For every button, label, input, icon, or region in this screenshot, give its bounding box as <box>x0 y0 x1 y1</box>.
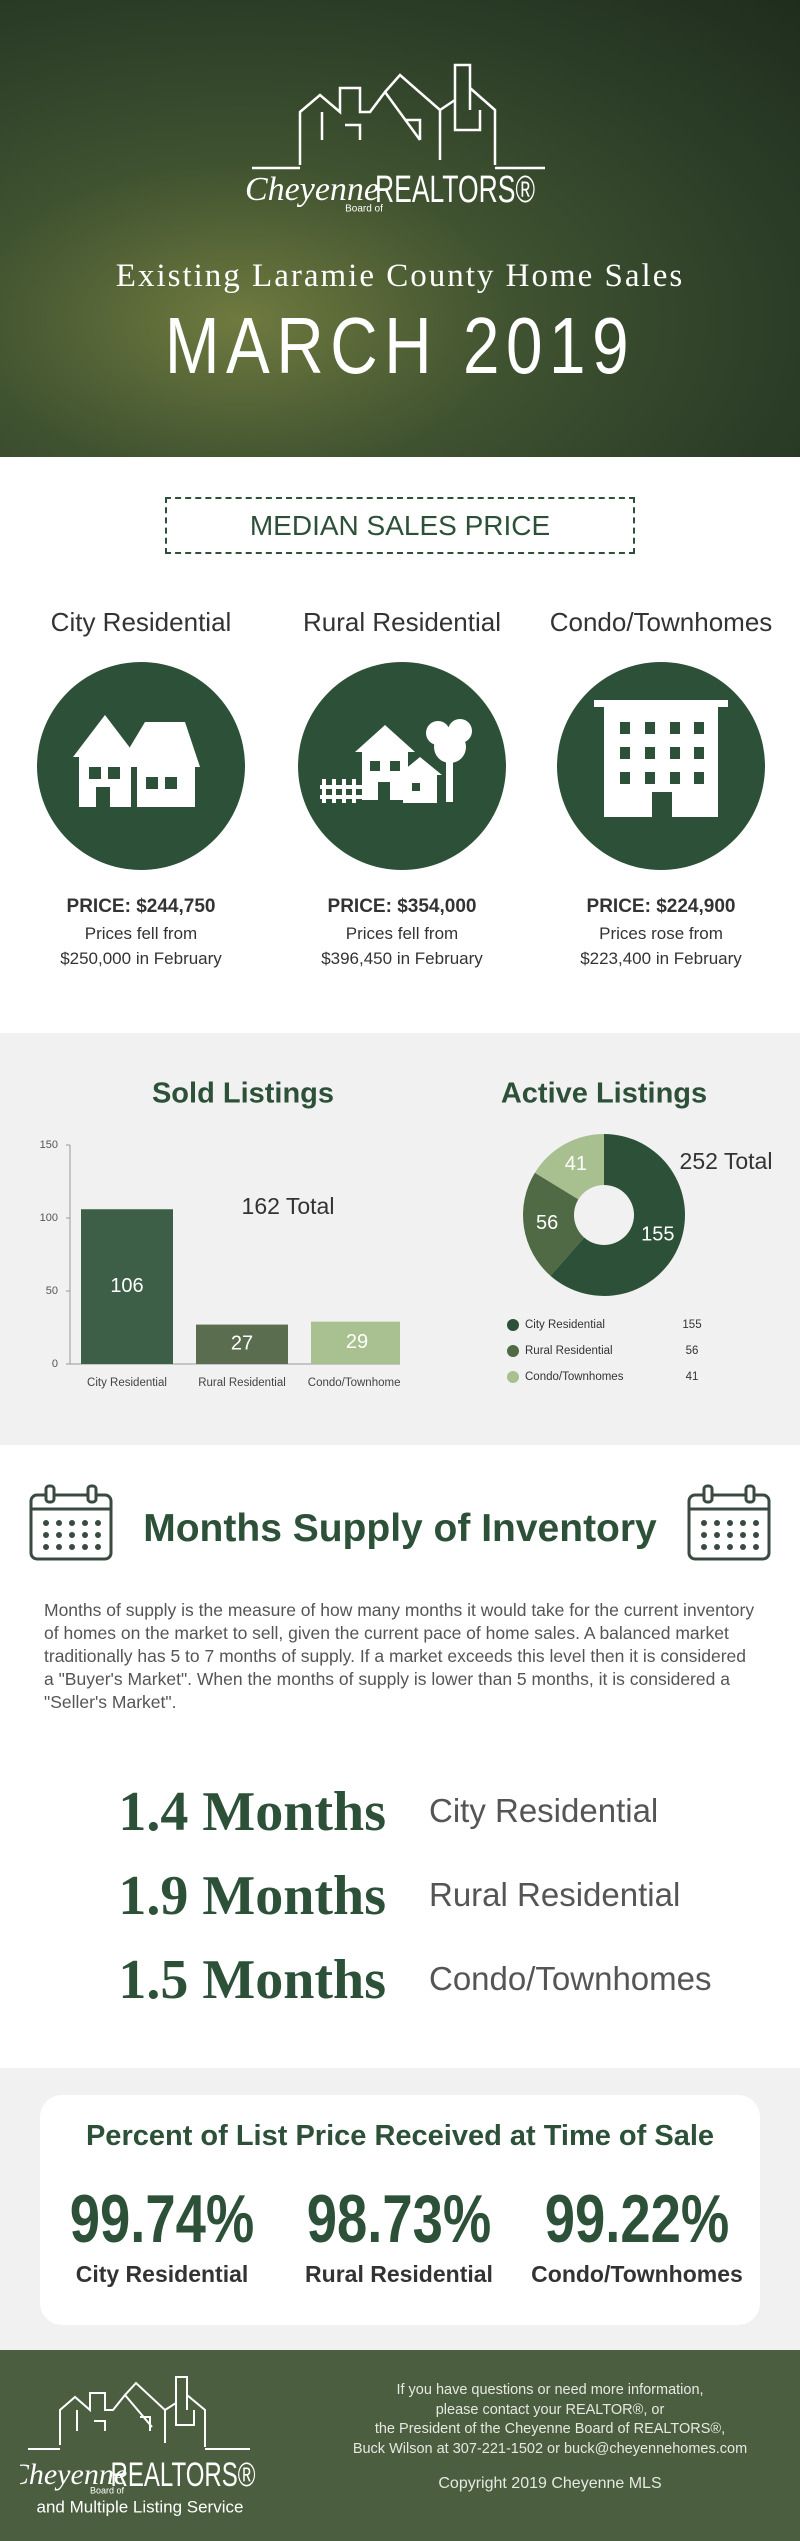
legend-value: 56 <box>686 1345 699 1357</box>
median-section: MEDIAN SALES PRICE <box>0 457 800 1033</box>
median-previous: $250,000 in February <box>60 949 222 968</box>
active-listings-chart: Active Listings 155 City Residential 155 56 R… <box>501 1078 773 1383</box>
sold-listings-chart: Sold Listings 0 50 100 150 106 City Residentia… <box>40 1078 400 1389</box>
y-tick-label: 150 <box>40 1139 58 1151</box>
donut-segment <box>550 1134 685 1296</box>
y-tick-label: 100 <box>40 1212 58 1224</box>
y-tick-label: 50 <box>46 1285 58 1297</box>
logo-name: REALTORS® <box>111 2456 256 2494</box>
calendar-icon <box>687 1484 771 1561</box>
median-price: PRICE: $354,000 <box>327 896 477 917</box>
supply-label: Rural Residential <box>429 1876 681 1913</box>
bar <box>196 1324 288 1364</box>
median-price: PRICE: $244,750 <box>66 896 216 917</box>
logo-script: Cheyenne <box>245 171 379 208</box>
bar-value-label: 106 <box>110 1275 143 1297</box>
footer-contact: If you have questions or need more infor… <box>320 2381 780 2459</box>
median-change: Prices fell from <box>84 924 198 943</box>
segment-label: 155 <box>641 1224 674 1246</box>
listings-section: Sold Listings 0 50 100 150 106 City Residentia… <box>0 1033 800 1445</box>
calendar-icon <box>29 1484 113 1561</box>
median-icons <box>37 662 765 870</box>
footer-logo: Cheyenne Board of REALTORS® and Multiple… <box>20 2376 256 2516</box>
chart-title: Sold Listings <box>152 1078 334 1110</box>
x-tick-label: Condo/Townhomes <box>308 1377 400 1389</box>
legend-value: 41 <box>686 1371 699 1383</box>
logo-houses <box>252 63 545 170</box>
legend-value: 155 <box>682 1319 701 1331</box>
header-subtitle: Existing Laramie County Home Sales <box>115 258 685 294</box>
city-house-windows <box>89 767 177 807</box>
footer-copyright: Copyright 2019 Cheyenne MLS <box>438 2475 662 2492</box>
bar <box>311 1321 400 1364</box>
percent-value: 99.74% <box>69 2181 255 2257</box>
logo-board: Board of <box>90 2485 125 2495</box>
legend-label: City Residential <box>525 1319 605 1331</box>
footer: Cheyenne Board of REALTORS® and Multiple… <box>0 2350 800 2541</box>
supply-label: City Residential <box>429 1792 659 1829</box>
donut-segment <box>534 1134 604 1200</box>
percent-value: 99.22% <box>544 2181 730 2257</box>
percent-card <box>40 2095 760 2325</box>
chart-annotation: 252 Total <box>680 1148 773 1174</box>
x-tick-label: Rural Residential <box>198 1377 286 1389</box>
footer-line: the President of the Cheyenne Board of R… <box>374 2421 726 2437</box>
supply-value: 1.9 Months <box>118 1865 386 1927</box>
median-label: City Residential <box>50 607 232 637</box>
percent-title: Percent of List Price Received at Time o… <box>85 2120 715 2152</box>
header-logo: Cheyenne Board of REALTORS® <box>245 63 545 215</box>
condo-windows <box>620 722 704 817</box>
percent-label: City Residential <box>75 2261 249 2287</box>
median-heading: MEDIAN SALES PRICE <box>165 497 635 554</box>
median-previous: $223,400 in February <box>580 949 742 968</box>
logo-name: REALTORS® <box>375 169 535 211</box>
median-price: PRICE: $224,900 <box>586 896 736 917</box>
legend-marker <box>507 1345 519 1357</box>
bar <box>81 1209 173 1364</box>
supply-text: Months of supply is the measure of how m… <box>44 1600 755 1712</box>
segment-label: 41 <box>565 1153 587 1175</box>
median-label: Rural Residential <box>303 607 501 637</box>
legend-marker <box>507 1371 519 1383</box>
logo-board: Board of <box>345 204 383 215</box>
header: Cheyenne Board of REALTORS® Existing Lar… <box>0 0 800 457</box>
logo-script: Cheyenne <box>20 2458 127 2491</box>
median-change: Prices fell from <box>345 924 459 943</box>
median-label: Condo/Townhomes <box>549 607 773 637</box>
y-tick-label: 0 <box>52 1358 58 1370</box>
percent-value: 98.73% <box>306 2181 492 2257</box>
legend-marker <box>507 1319 519 1331</box>
percent-label: Condo/Townhomes <box>531 2261 743 2287</box>
supply-value: 1.4 Months <box>118 1781 386 1843</box>
chart-title: Active Listings <box>501 1078 707 1110</box>
logo-houses <box>28 2376 250 2450</box>
supply-label: Condo/Townhomes <box>429 1960 712 1997</box>
median-previous: $396,450 in February <box>321 949 483 968</box>
percent-label: Rural Residential <box>305 2261 493 2287</box>
footer-line: please contact your REALTOR®, or <box>435 2401 665 2418</box>
supply-title: Months Supply of Inventory <box>143 1507 657 1550</box>
supply-section: Months Supply of Inventory Months of sup… <box>0 1445 800 2068</box>
supply-value: 1.5 Months <box>118 1949 386 2011</box>
donut-segment <box>523 1172 585 1276</box>
chart-annotation: 162 Total <box>242 1193 335 1219</box>
percent-section: Percent of List Price Received at Time o… <box>0 2068 800 2350</box>
rural-house-windows <box>370 761 420 800</box>
legend-label: Rural Residential <box>525 1345 613 1357</box>
bar-value-label: 29 <box>346 1331 368 1353</box>
footer-line: If you have questions or need more infor… <box>396 2382 704 2398</box>
x-tick-label: City Residential <box>87 1377 167 1389</box>
median-change: Prices rose from <box>599 924 723 943</box>
footer-line: Buck Wilson at 307-221-1502 or buck@chey… <box>352 2440 748 2457</box>
segment-label: 56 <box>536 1212 558 1234</box>
bar-value-label: 27 <box>231 1333 253 1355</box>
legend-label: Condo/Townhomes <box>525 1371 624 1383</box>
header-title: MARCH 2019 <box>164 301 636 390</box>
logo-tagline: and Multiple Listing Service <box>37 2497 244 2516</box>
